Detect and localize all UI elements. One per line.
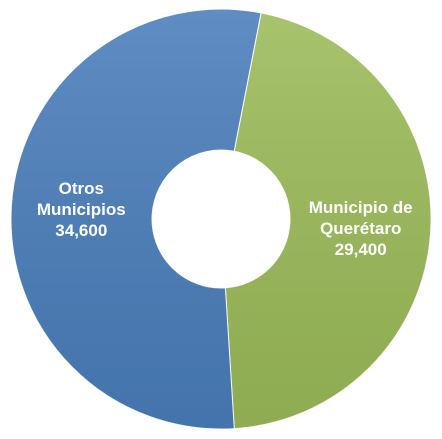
label-box: Otros Municipios 34,600 (21, 150, 141, 270)
category-label: Municipio de Querétaro (308, 197, 413, 238)
value-label: 29,400 (334, 239, 387, 259)
category-label: Otros Municipios (36, 179, 126, 220)
value-label: 34,600 (55, 221, 108, 241)
label-box: Municipio de Querétaro 29,400 (301, 168, 421, 288)
